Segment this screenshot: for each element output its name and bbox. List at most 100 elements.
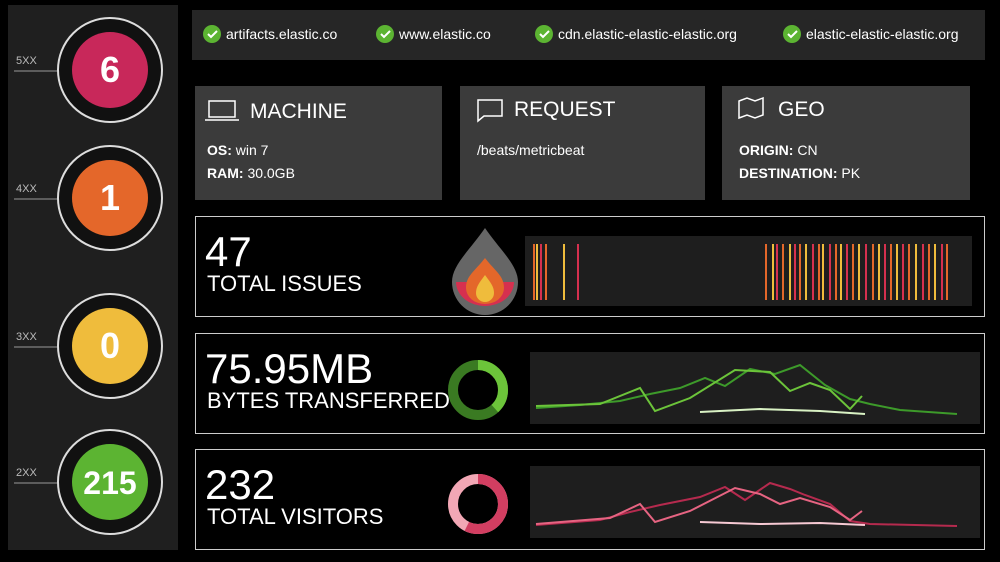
barcode-line bbox=[536, 244, 538, 300]
barcode-line bbox=[946, 244, 948, 300]
status-circle bbox=[72, 160, 148, 236]
bytes-donut bbox=[448, 360, 508, 420]
card-title: MACHINE bbox=[250, 100, 347, 123]
barcode-line bbox=[840, 244, 842, 300]
barcode-line bbox=[812, 244, 814, 300]
visitors-donut bbox=[448, 474, 508, 534]
os-value: win 7 bbox=[235, 142, 269, 158]
destination-line: DESTINATION: PK bbox=[739, 165, 861, 181]
ram-line: RAM: 30.0GB bbox=[207, 165, 295, 181]
barcode-line bbox=[928, 244, 930, 300]
host-name: artifacts.elastic.co bbox=[226, 26, 337, 42]
barcode-line bbox=[835, 244, 837, 300]
barcode-line bbox=[941, 244, 943, 300]
sparkline bbox=[699, 521, 866, 526]
card-title: GEO bbox=[778, 98, 825, 121]
sparkline bbox=[699, 407, 866, 415]
ram-value: 30.0GB bbox=[247, 165, 294, 181]
barcode-line bbox=[805, 244, 807, 300]
status-label: 2XX bbox=[16, 467, 37, 479]
check-mark bbox=[380, 30, 391, 39]
status-count: 6 bbox=[100, 49, 120, 90]
ram-label: RAM: bbox=[207, 165, 244, 181]
barcode-line bbox=[533, 244, 535, 300]
request-path: /beats/metricbeat bbox=[477, 142, 584, 158]
status-label: 4XX bbox=[16, 183, 37, 195]
barcode-line bbox=[540, 244, 542, 300]
status-count: 0 bbox=[100, 325, 120, 366]
barcode-line bbox=[846, 244, 848, 300]
fire-icon bbox=[476, 275, 494, 302]
destination-value: PK bbox=[841, 165, 860, 181]
check-mark bbox=[787, 30, 798, 39]
barcode-line bbox=[776, 244, 778, 300]
host-name: elastic-elastic-elastic.org bbox=[806, 26, 959, 42]
sparkline bbox=[535, 363, 958, 415]
machine-icon bbox=[208, 100, 236, 118]
check-icon bbox=[535, 25, 553, 43]
host-name: www.elastic.co bbox=[398, 26, 491, 42]
barcode-line bbox=[896, 244, 898, 300]
request-card bbox=[460, 86, 705, 200]
origin-value: CN bbox=[797, 142, 817, 158]
barcode-line bbox=[915, 244, 917, 300]
barcode-line bbox=[934, 244, 936, 300]
status-count: 215 bbox=[83, 465, 136, 501]
barcode-line bbox=[789, 244, 791, 300]
metric-label: TOTAL ISSUES bbox=[207, 271, 362, 296]
check-mark bbox=[539, 30, 550, 39]
status-circle bbox=[72, 308, 148, 384]
visitors-sparkline bbox=[530, 466, 980, 538]
barcode-line bbox=[890, 244, 892, 300]
check-icon bbox=[376, 25, 394, 43]
check-icon bbox=[783, 25, 801, 43]
check-mark bbox=[207, 30, 218, 39]
card-title: REQUEST bbox=[514, 98, 616, 121]
barcode-line bbox=[782, 244, 784, 300]
status-circle bbox=[72, 32, 148, 108]
barcode-line bbox=[563, 244, 565, 300]
origin-label: ORIGIN: bbox=[739, 142, 793, 158]
machine-card bbox=[195, 86, 442, 200]
metric-value: 232 bbox=[205, 461, 275, 508]
sparkline bbox=[535, 368, 863, 413]
barcode-line bbox=[884, 244, 886, 300]
bytes-sparkline bbox=[530, 352, 980, 424]
status-label: 5XX bbox=[16, 55, 37, 67]
barcode-line bbox=[799, 244, 801, 300]
barcode-line bbox=[865, 244, 867, 300]
request-icon bbox=[477, 99, 503, 123]
metric-value: 47 bbox=[205, 228, 252, 275]
status-label: 3XX bbox=[16, 331, 37, 343]
geo-icon bbox=[738, 96, 764, 120]
barcode-line bbox=[545, 244, 547, 300]
metric-label: TOTAL VISITORS bbox=[207, 504, 383, 529]
origin-line: ORIGIN: CN bbox=[739, 142, 818, 158]
barcode bbox=[533, 244, 948, 300]
status-count: 1 bbox=[100, 177, 120, 218]
status-circle bbox=[72, 444, 148, 520]
barcode-line bbox=[872, 244, 874, 300]
barcode-line bbox=[829, 244, 831, 300]
barcode-line bbox=[922, 244, 924, 300]
check-icon bbox=[203, 25, 221, 43]
barcode-line bbox=[794, 244, 796, 300]
os-label: OS: bbox=[207, 142, 232, 158]
barcode-line bbox=[858, 244, 860, 300]
host-bar bbox=[192, 10, 985, 60]
barcode-line bbox=[878, 244, 880, 300]
metric-label: BYTES TRANSFERRED bbox=[207, 388, 450, 413]
barcode-line bbox=[577, 244, 579, 300]
barcode-line bbox=[822, 244, 824, 300]
metric-value: 75.95MB bbox=[205, 345, 373, 392]
barcode-line bbox=[765, 244, 767, 300]
host-name: cdn.elastic-elastic-elastic.org bbox=[558, 26, 737, 42]
barcode-line bbox=[902, 244, 904, 300]
destination-label: DESTINATION: bbox=[739, 165, 838, 181]
barcode-line bbox=[908, 244, 910, 300]
issues-barcode bbox=[525, 236, 972, 306]
os-line: OS: win 7 bbox=[207, 142, 269, 158]
barcode-line bbox=[818, 244, 820, 300]
